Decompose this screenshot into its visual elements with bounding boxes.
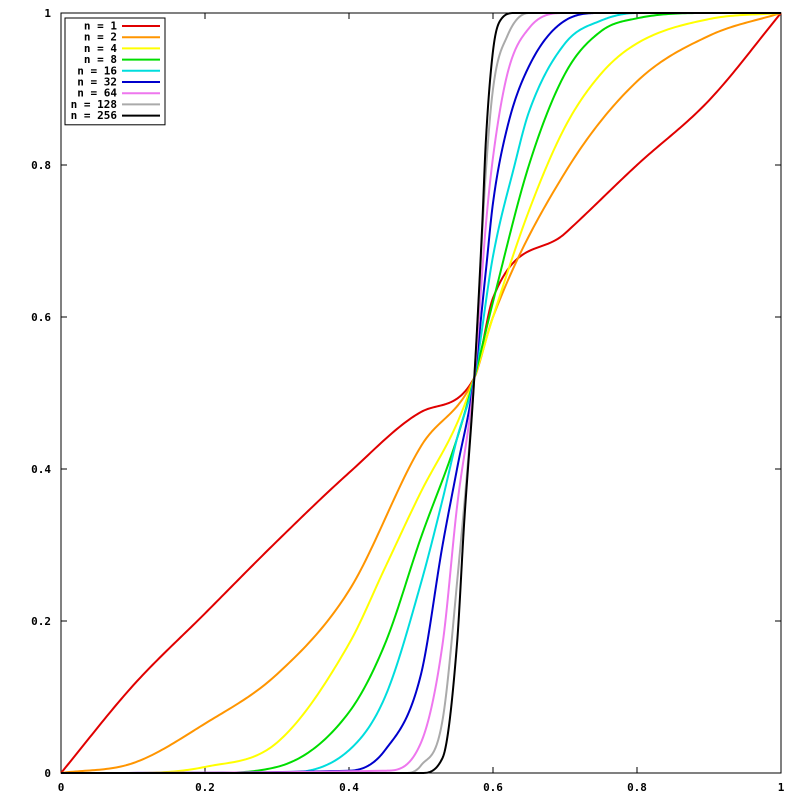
x-tick-label: 0.6 [483, 781, 503, 794]
series-line-8 [61, 12, 781, 774]
axis-ticks [60, 12, 782, 774]
y-tick-label: 0.6 [31, 311, 51, 324]
series-line-9 [61, 12, 781, 774]
y-tick-label: 0 [44, 767, 51, 780]
legend-label: n = 4 [84, 42, 117, 55]
series-line-6 [60, 12, 781, 774]
series-lines [60, 12, 782, 774]
y-tick-label: 1 [44, 7, 51, 20]
plot-frame [60, 12, 782, 774]
x-tick-label: 0.4 [339, 781, 359, 794]
x-tick-label: 0.2 [195, 781, 215, 794]
legend-label: n = 256 [71, 109, 118, 122]
x-tick-label: 1 [778, 781, 785, 794]
legend-label: n = 128 [71, 98, 117, 111]
y-tick-label: 0.2 [31, 615, 51, 628]
series-line-2 [60, 12, 782, 774]
legend-label: n = 1 [84, 20, 117, 33]
series-line-4 [61, 12, 781, 774]
y-tick-label: 0.4 [31, 463, 51, 476]
legend-label: n = 16 [77, 64, 117, 77]
legend: n = 1n = 2n = 4n = 8n = 16n = 32n = 64n … [64, 17, 166, 126]
legend-label: n = 2 [84, 31, 117, 44]
series-line-1 [60, 12, 782, 774]
axis-tick-labels: 0 0.2 0.4 0.6 0.8 1 0 0.2 0.4 0.6 0.8 1 [31, 7, 785, 794]
legend-label: n = 32 [77, 76, 117, 89]
legend-label: n = 8 [84, 53, 117, 66]
x-tick-label: 0.8 [627, 781, 647, 794]
y-tick-label: 0.8 [31, 159, 51, 172]
legend-label: n = 64 [77, 87, 117, 100]
x-tick-label: 0 [58, 781, 65, 794]
series-line-3 [61, 12, 782, 774]
series-line-7 [61, 12, 781, 774]
series-line-5 [61, 12, 781, 774]
